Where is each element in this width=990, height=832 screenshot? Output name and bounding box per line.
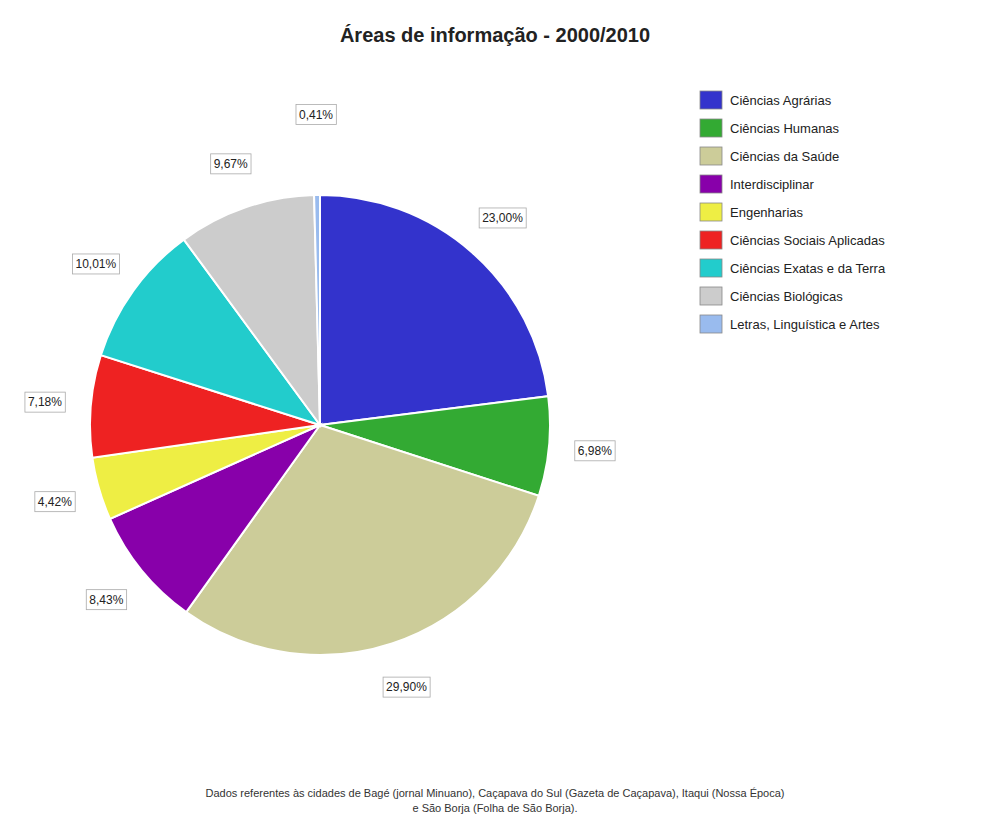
- legend-item: Interdisciplinar: [700, 175, 814, 193]
- legend-swatch: [700, 231, 722, 249]
- legend-swatch: [700, 175, 722, 193]
- data-label-box: [25, 392, 65, 412]
- data-label-box: [479, 208, 526, 228]
- legend-label: Engenharias: [730, 205, 803, 220]
- data-label-box: [35, 492, 75, 512]
- data-label-box: [296, 105, 336, 125]
- legend-label: Ciências Biológicas: [730, 289, 843, 304]
- title: Áreas de informação - 2000/2010: [340, 24, 650, 46]
- data-label: 9,67%: [214, 157, 248, 171]
- legend-item: Ciências Biológicas: [700, 287, 843, 305]
- pie: [90, 195, 550, 655]
- legend-item: Engenharias: [700, 203, 803, 221]
- legend-item: Letras, Linguística e Artes: [700, 315, 880, 333]
- legend-swatch: [700, 91, 722, 109]
- data-label-group: 10,01%: [72, 254, 119, 274]
- data-label: 29,90%: [386, 680, 427, 694]
- legend-swatch: [700, 203, 722, 221]
- legend-swatch: [700, 315, 722, 333]
- legend-item: Ciências Sociais Aplicadas: [700, 231, 885, 249]
- slice: [320, 195, 548, 425]
- legend-item: Ciências Agrárias: [700, 91, 832, 109]
- legend-label: Ciências Agrárias: [730, 93, 832, 108]
- data-label-box: [211, 154, 251, 174]
- legend-item: Ciências da Saúde: [700, 147, 839, 165]
- legend-swatch: [700, 119, 722, 137]
- legend-label: Ciências da Saúde: [730, 149, 839, 164]
- data-label: 23,00%: [482, 211, 523, 225]
- footnote: e São Borja (Folha de São Borja).: [412, 802, 577, 814]
- data-label-group: 9,67%: [211, 154, 251, 174]
- data-label: 6,98%: [578, 444, 612, 458]
- data-label: 7,18%: [28, 395, 62, 409]
- legend-item: Ciências Humanas: [700, 119, 840, 137]
- data-label-group: 4,42%: [35, 492, 75, 512]
- legend-label: Ciências Humanas: [730, 121, 840, 136]
- data-label-group: 0,41%: [296, 105, 336, 125]
- legend-label: Interdisciplinar: [730, 177, 814, 192]
- data-label: 10,01%: [75, 257, 116, 271]
- data-label-box: [575, 441, 615, 461]
- footnote: Dados referentes às cidades de Bagé (jor…: [205, 787, 784, 799]
- legend-label: Ciências Exatas e da Terra: [730, 261, 886, 276]
- legend-label: Letras, Linguística e Artes: [730, 317, 880, 332]
- legend: Ciências Agrárias Ciências Humanas Ciência…: [700, 91, 886, 333]
- data-label: 4,42%: [38, 495, 72, 509]
- data-label-group: 29,90%: [383, 677, 430, 697]
- legend-swatch: [700, 259, 722, 277]
- data-label-group: 23,00%: [479, 208, 526, 228]
- chart: Áreas de informação - 2000/2010 23,00% 6,9…: [0, 0, 990, 832]
- slice: [314, 195, 320, 425]
- legend-item: Ciências Exatas e da Terra: [700, 259, 886, 277]
- legend-swatch: [700, 147, 722, 165]
- data-labels: 23,00% 6,98% 29,90% 8,43% 4,42% 7,18% 10,01% 9,…: [25, 105, 615, 698]
- slice: [184, 195, 320, 425]
- legend-label: Ciências Sociais Aplicadas: [730, 233, 885, 248]
- data-label-box: [72, 254, 119, 274]
- data-label-group: 8,43%: [86, 590, 126, 610]
- data-label: 0,41%: [299, 108, 333, 122]
- data-label-group: 7,18%: [25, 392, 65, 412]
- data-label-group: 6,98%: [575, 441, 615, 461]
- data-label: 8,43%: [89, 593, 123, 607]
- data-label-box: [383, 677, 430, 697]
- legend-swatch: [700, 287, 722, 305]
- data-label-box: [86, 590, 126, 610]
